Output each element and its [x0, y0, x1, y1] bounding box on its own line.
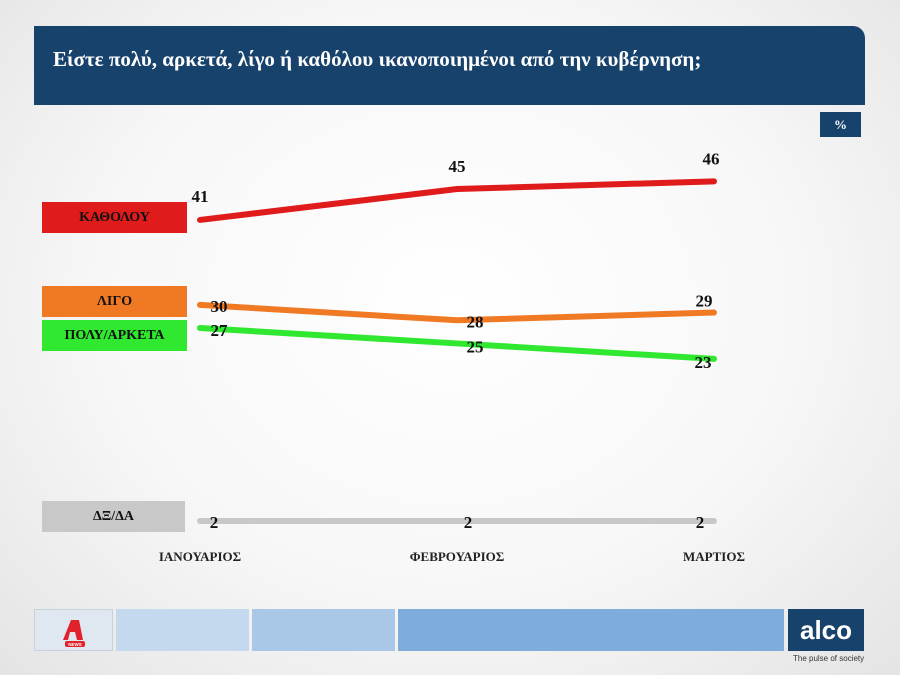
alco-tagline: The pulse of society [793, 654, 865, 663]
x-tick-label: ΜΑΡΤΙΟΣ [683, 549, 745, 564]
data-label: 30 [211, 297, 228, 316]
legend-poly-arketa: ΠΟΛΥ/ΑΡΚΕΤΑ [42, 320, 187, 351]
data-label: 41 [192, 187, 209, 206]
data-label: 2 [696, 513, 705, 532]
x-tick-label: ΙΑΝΟΥΑΡΙΟΣ [159, 549, 241, 564]
news-logo-text: NEWS [68, 642, 82, 647]
data-label: 28 [467, 312, 484, 331]
unit-badge: % [820, 112, 861, 137]
data-label: 25 [467, 337, 484, 356]
data-label: 45 [449, 157, 466, 176]
data-label: 2 [464, 513, 473, 532]
alpha-logo-icon: NEWS [63, 620, 85, 647]
chart-title: Είστε πολύ, αρκετά, λίγο ή καθόλου ικανο… [53, 47, 702, 71]
series-line-0 [197, 178, 717, 223]
x-tick-label: ΦΕΒΡΟΥΑΡΙΟΣ [410, 549, 505, 564]
alpha-news-logo: NEWS [34, 609, 113, 651]
series-line-2 [197, 325, 717, 362]
data-label: 2 [210, 513, 219, 532]
data-label: 29 [696, 292, 713, 311]
footer-bar-2 [252, 609, 395, 651]
series-line-1 [197, 301, 717, 324]
data-label: 27 [211, 321, 229, 340]
header-banner: Είστε πολύ, αρκετά, λίγο ή καθόλου ικανο… [34, 26, 865, 105]
data-label: 46 [703, 149, 720, 168]
data-label: 23 [695, 353, 712, 372]
footer-bar-3 [398, 609, 784, 651]
legend-ligo: ΛΙΓΟ [42, 286, 187, 317]
legend-dxda: ΔΞ/ΔΑ [42, 501, 185, 532]
footer-bar-1 [116, 609, 249, 651]
legend-kathólou: ΚΑΘΟΛΟΥ [42, 202, 187, 233]
alco-logo: alco [788, 609, 864, 651]
